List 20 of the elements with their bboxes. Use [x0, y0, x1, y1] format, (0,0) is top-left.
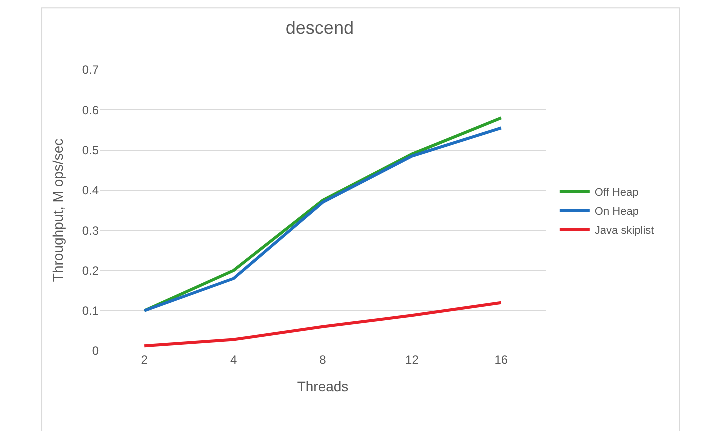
y-tick-label: 0.3 [82, 224, 100, 238]
legend-label: Java skiplist [594, 224, 654, 237]
y-tick-label: 0.7 [82, 63, 100, 78]
legend-label: Off Heap [594, 186, 639, 199]
y-tick-label: 0.5 [82, 143, 100, 158]
line-series [143, 301, 503, 348]
y-tick-label: 0 [92, 344, 100, 358]
x-tick-label: 12 [406, 353, 420, 367]
legend-label: On Heap [594, 206, 639, 218]
y-tick-label: 0.6 [82, 103, 100, 118]
y-tick-label: 0.4 [82, 184, 100, 198]
x-axis-title: Threads [297, 378, 349, 394]
y-tick-label: 0.2 [82, 264, 100, 278]
x-tick-label: 4 [230, 353, 238, 367]
chart-title: descend [286, 18, 354, 38]
x-tick-label: 16 [494, 353, 508, 367]
x-tick-label: 2 [141, 353, 148, 367]
y-axis-title: Throughput, M ops/sec [50, 138, 66, 282]
x-tick-label: 8 [320, 353, 327, 367]
y-tick-label: 0.1 [82, 304, 100, 318]
